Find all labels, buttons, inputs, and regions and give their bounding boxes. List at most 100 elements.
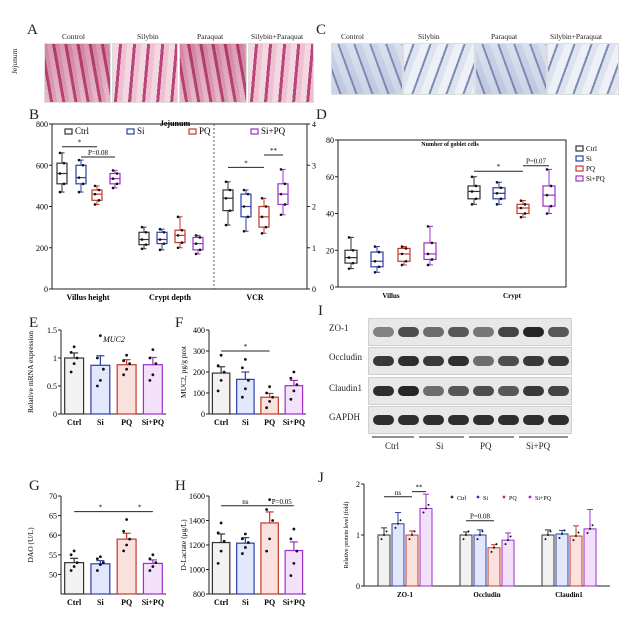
chart-h-point [222, 539, 226, 543]
chart-j-sig3-label: P=0.08 [470, 513, 491, 521]
chart-d-Ctrl-point [347, 267, 351, 270]
chart-d-Si-point [495, 180, 499, 184]
chart-b-Si+PQ-point [194, 234, 198, 237]
chart-d-Si-point [377, 250, 381, 254]
chart-j-y-tick-label: 1 [356, 531, 360, 540]
chart-e-y-tick-label: 0 [53, 410, 57, 419]
histology-pas-paraquat [475, 43, 547, 95]
chart-b-Ctrl-point [58, 190, 62, 194]
chart-b-Ctrl-point [224, 180, 228, 184]
chart-b-category: VCR [246, 293, 264, 302]
chart-b-Si-point [158, 238, 162, 241]
chart-d-Ctrl-point [474, 197, 478, 201]
chart-f-category: Si [242, 418, 249, 427]
panel-c-caption-1: Control [341, 32, 364, 41]
chart-g-point [72, 549, 76, 553]
chart-j-legend-item: Si+PQ [535, 496, 552, 502]
chart-e-point [72, 345, 76, 349]
chart-b-Si-box [156, 231, 168, 245]
chart-b-Si+PQ-point [115, 182, 119, 186]
chart-j-bar [501, 539, 515, 587]
chart-g-point [98, 563, 102, 566]
chart-b-title: Jejunum [160, 119, 191, 128]
chart-d-category: Crypt [503, 292, 522, 300]
histology-pas-silybin-paraquat [547, 43, 619, 95]
chart-e-point [151, 373, 155, 377]
chart-b-Ctrl-point [58, 151, 62, 155]
chart-b-Si-point [246, 192, 250, 196]
chart-h-point [216, 531, 220, 535]
chart-j-point [380, 538, 383, 541]
chart-e-point [95, 384, 99, 388]
panel-a-caption-1: Control [62, 32, 85, 41]
wb-group-ctrl: Ctrl [385, 441, 400, 451]
chart-h-point [268, 498, 272, 502]
chart-b-legend-swatch [64, 128, 73, 135]
chart-b-sig1-label: * [78, 139, 82, 147]
chart-j-category: Occludin [473, 591, 500, 599]
chart-f-y-tick-label: 100 [193, 389, 205, 398]
chart-h-point [243, 532, 247, 536]
chart-f-category: PQ [264, 418, 275, 427]
chart-f-point [289, 376, 293, 380]
chart-j-bar [405, 534, 419, 587]
chart-f-y-tick-label: 400 [193, 326, 205, 335]
chart-g-category: Ctrl [67, 598, 82, 607]
chart-d-Si-point [499, 197, 503, 201]
wb-band [448, 415, 469, 425]
chart-d-Si+PQ-point [426, 225, 430, 228]
chart-b-Si-box [75, 164, 87, 185]
wb-band [523, 356, 544, 366]
chart-b-PQ-point [264, 205, 268, 208]
chart-b-Ctrl-point [140, 225, 144, 229]
chart-j-bar [419, 507, 433, 587]
chart-f-point [265, 391, 269, 395]
chart-h-category: PQ [264, 598, 275, 607]
chart-f-point [240, 366, 244, 370]
chart-d-Ctrl-point [474, 184, 478, 188]
chart-e-y-tick-label: 1.5 [47, 326, 57, 335]
chart-b-Si+PQ-point [283, 182, 287, 186]
panel-label-j: J [318, 470, 324, 486]
wb-strip-zo1 [368, 318, 572, 346]
chart-g-sig1-label: * [99, 504, 103, 512]
chart-f-point [246, 379, 250, 382]
chart-b-Si-point [162, 230, 166, 234]
chart-b-Ctrl-point [224, 196, 228, 200]
chart-f-point [219, 353, 223, 357]
chart-b-Ctrl-box [222, 189, 234, 212]
chart-e-point [72, 362, 76, 365]
chart-g-point [95, 569, 99, 572]
wb-band [423, 327, 444, 337]
chart-b-Si+PQ-point [111, 169, 115, 172]
wb-band [398, 415, 419, 425]
panel-label-e: E [29, 315, 39, 331]
chart-h-y-tick-label: 1000 [189, 566, 205, 575]
chart-b-legend-swatch [188, 128, 197, 135]
chart-h-point [292, 561, 296, 565]
chart-j-category: Claudin1 [555, 591, 583, 599]
chart-b-PQ-point [93, 203, 97, 206]
chart-j-point [490, 550, 493, 553]
chart-b-Si-point [242, 205, 246, 208]
chart-j-legend-item: Ctrl [457, 496, 467, 502]
chart-b-PQ-point [97, 199, 101, 202]
chart-d-PQ-point [523, 203, 527, 206]
chart-h-sig2-label: P=0.05 [272, 498, 293, 506]
chart-d-Si-point [373, 245, 377, 248]
chart-b-Si-point [158, 227, 162, 231]
chart-j-point [577, 531, 580, 534]
wb-band [448, 386, 469, 396]
chart-g-category: Si [97, 598, 104, 607]
chart-d-Si+PQ-box [423, 242, 437, 261]
chart-f-point [265, 406, 269, 410]
wb-band [373, 327, 394, 337]
chart-g-point [95, 557, 99, 561]
chart-j-y-tick-label: 2 [356, 480, 360, 489]
chart-j-point [411, 534, 413, 536]
chart-h-point [265, 549, 269, 553]
chart-j-point [561, 532, 563, 535]
chart-g-point [148, 569, 152, 572]
chart-f-category: Ctrl [214, 418, 229, 427]
